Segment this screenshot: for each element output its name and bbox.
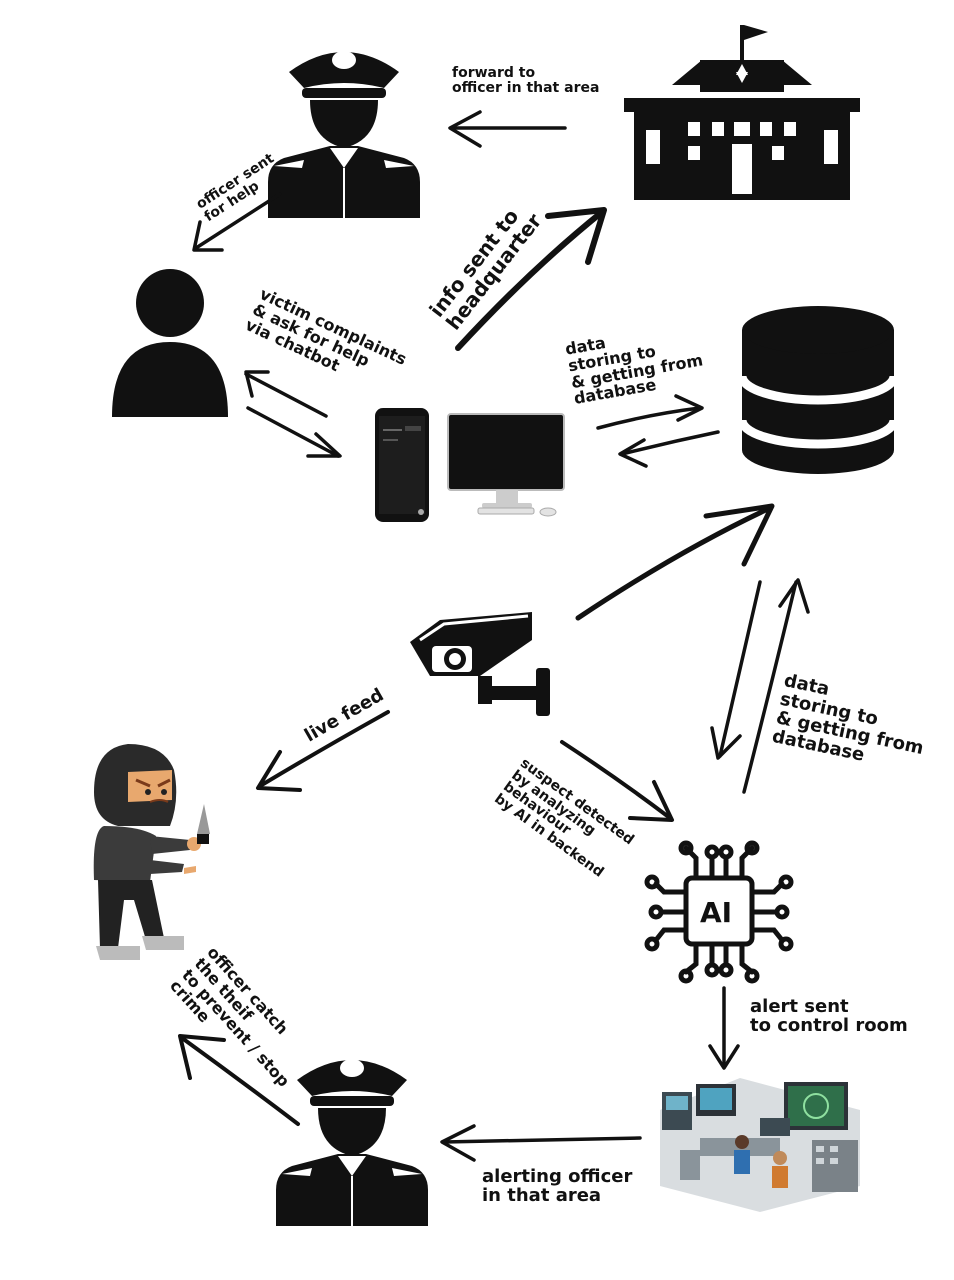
arrow-hq-to-officer <box>448 110 567 148</box>
arrow-officer-to-thief <box>178 1034 300 1126</box>
database-icon <box>737 306 899 474</box>
thief-with-knife-icon <box>93 744 210 960</box>
arrow-control-to-officer <box>440 1124 642 1162</box>
police-headquarters-icon <box>624 25 860 200</box>
phone-and-computer-icon <box>375 408 565 522</box>
arrow-ai-to-control-room <box>708 986 740 1070</box>
arrow-ai-database <box>710 578 810 794</box>
label-forward-to-officer: forward to officer in that area <box>452 65 600 96</box>
control-room-icon <box>660 1078 860 1212</box>
arrow-devices-database <box>596 394 720 468</box>
person-icon <box>112 269 228 417</box>
label-alerting-officer: alerting officer in that area <box>482 1166 633 1206</box>
label-alert-control-room: alert sent to control room <box>750 996 908 1036</box>
cctv-camera-icon <box>410 612 550 716</box>
ai-chip-icon <box>644 840 794 984</box>
arrow-camera-to-database <box>575 503 775 621</box>
arrow-officer-to-victim <box>192 192 282 252</box>
police-officer-bottom-icon <box>275 1058 429 1227</box>
arrow-camera-to-ai <box>560 740 674 822</box>
label-ai-chip: AI <box>700 896 733 929</box>
arrow-victim-to-devices <box>244 370 342 458</box>
police-officer-top-icon <box>267 50 421 219</box>
arrow-devices-to-hq <box>455 207 607 351</box>
arrow-camera-to-thief <box>256 710 390 792</box>
